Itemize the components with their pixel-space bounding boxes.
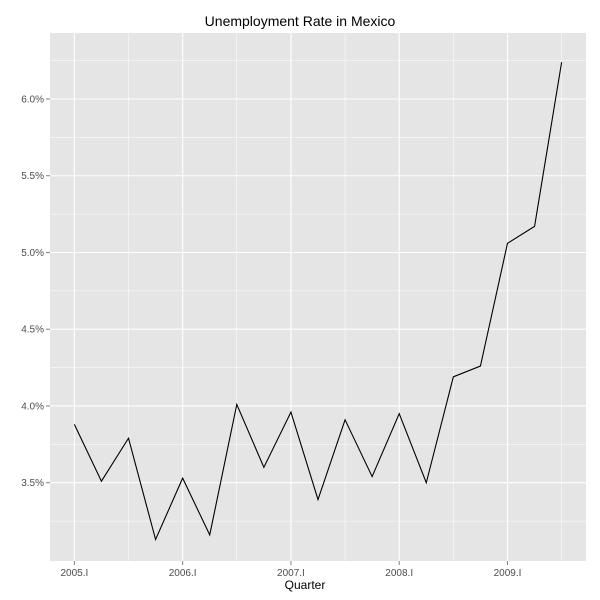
x-tick-label: 2007.I	[277, 568, 305, 579]
x-axis: 2005.I 2006.I 2007.I 2008.I 2009.I	[60, 561, 521, 579]
x-axis-title: Quarter	[284, 578, 326, 592]
y-tick-label: 5.0%	[21, 248, 44, 259]
x-tick-label: 2005.I	[60, 568, 88, 579]
plot-panel	[50, 33, 586, 561]
major-gridlines	[50, 33, 586, 561]
y-tick-label: 4.5%	[21, 325, 44, 336]
y-tick-label: 3.5%	[21, 478, 44, 489]
x-tick-label: 2006.I	[169, 568, 197, 579]
chart-title: Unemployment Rate in Mexico	[204, 13, 396, 29]
x-tick-label: 2009.I	[494, 568, 522, 579]
x-tick-label: 2008.I	[385, 568, 413, 579]
y-tick-label: 4.0%	[21, 401, 44, 412]
y-tick-label: 6.0%	[21, 95, 44, 106]
y-tick-label: 5.5%	[21, 171, 44, 182]
unemployment-rate-line	[73, 62, 563, 542]
y-axis: 3.5% 4.0% 4.5% 5.0% 5.5% 6.0%	[21, 95, 50, 489]
